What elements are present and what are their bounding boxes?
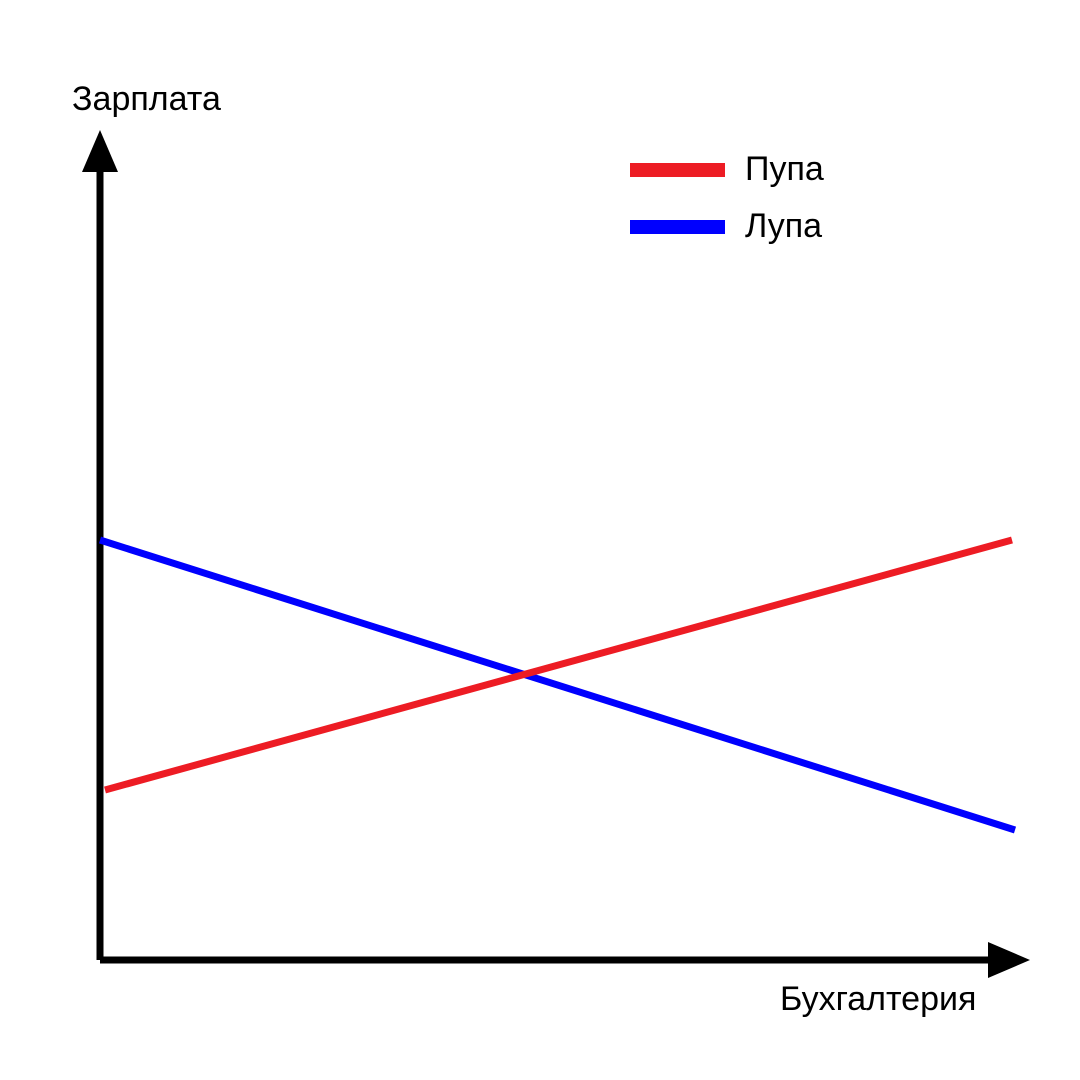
y-axis-label: Зарплата <box>72 80 221 119</box>
legend-label-lupa: Лупа <box>745 207 822 246</box>
legend-swatch-lupa <box>630 220 725 234</box>
x-axis-arrow <box>988 942 1030 978</box>
legend-swatch-pupa <box>630 163 725 177</box>
series-line-lupa <box>100 540 1015 830</box>
series-line-pupa <box>105 540 1012 790</box>
legend: Пупа Лупа <box>630 150 824 264</box>
legend-label-pupa: Пупа <box>745 150 824 189</box>
x-axis-label: Бухгалтерия <box>780 980 976 1019</box>
y-axis-arrow <box>82 130 118 172</box>
chart-container: Зарплата Бухгалтерия Пупа Лупа <box>0 0 1080 1080</box>
chart-svg <box>0 0 1080 1080</box>
legend-item-pupa: Пупа <box>630 150 824 189</box>
legend-item-lupa: Лупа <box>630 207 824 246</box>
